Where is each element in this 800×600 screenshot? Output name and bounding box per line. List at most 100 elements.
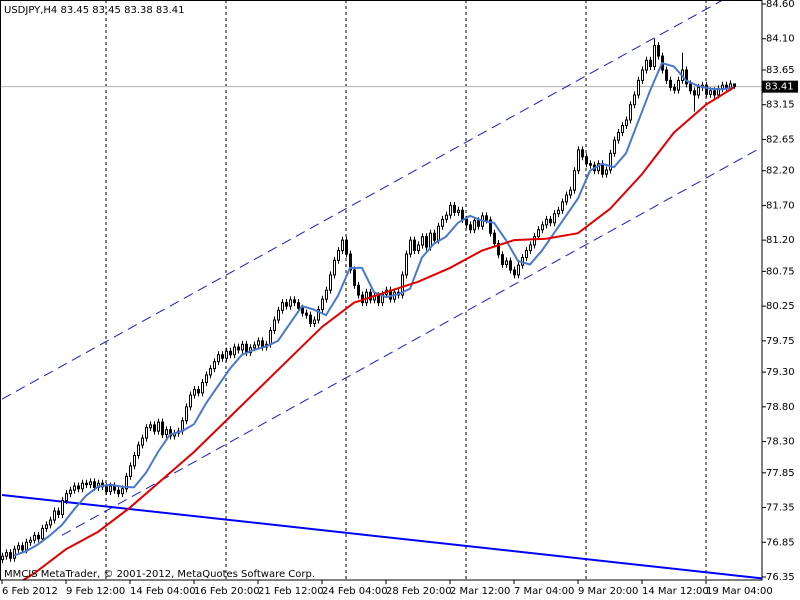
candle-body <box>261 340 264 348</box>
candle-body <box>153 424 156 432</box>
candle-body <box>217 354 220 363</box>
candle-body <box>409 239 412 255</box>
candle-body <box>613 139 616 154</box>
x-tick-label: 19 Mar 04:00 <box>706 586 773 597</box>
candle-body <box>145 427 148 439</box>
candle-body <box>725 84 728 88</box>
candle-body <box>673 86 676 91</box>
candle-body <box>213 361 216 370</box>
candle-body <box>305 312 308 316</box>
candle-body <box>641 69 644 81</box>
moving-average <box>13 61 735 557</box>
candle-body <box>285 302 288 307</box>
candle-body <box>437 225 440 241</box>
candle-body <box>533 236 536 246</box>
candle-body <box>705 84 708 95</box>
candle-body <box>85 482 88 486</box>
candle-body <box>525 250 528 259</box>
candle-body <box>485 215 488 221</box>
candle-body <box>457 209 460 213</box>
candle-body <box>325 289 328 300</box>
candle-body <box>685 69 688 85</box>
candle-body <box>629 104 632 121</box>
candle-body <box>301 307 304 314</box>
candle-body <box>25 541 28 551</box>
candle-body <box>669 79 672 88</box>
candle-body <box>545 218 548 226</box>
candle-body <box>221 354 224 359</box>
candle-body <box>161 421 164 436</box>
x-tick-label: 9 Mar 20:00 <box>578 586 638 597</box>
bid-label-box <box>762 80 798 93</box>
candle-body <box>637 79 640 96</box>
candle-body <box>477 220 480 227</box>
candle-body <box>29 539 32 543</box>
candle-body <box>245 343 248 354</box>
y-tick-label: 81.20 <box>766 235 795 246</box>
candle-body <box>133 454 136 467</box>
candle-body <box>269 329 272 345</box>
candle-body <box>317 309 320 321</box>
candle-body <box>377 295 380 304</box>
y-tick-label: 80.25 <box>766 301 795 312</box>
moving-average <box>21 86 735 580</box>
candle-body <box>297 302 300 309</box>
candle-body <box>473 220 476 231</box>
x-tick-label: 28 Feb 20:00 <box>386 586 452 597</box>
y-tick-label: 79.75 <box>766 336 795 347</box>
candle-body <box>649 59 652 68</box>
candle-body <box>573 170 576 191</box>
candle-body <box>493 232 496 245</box>
candle-body <box>105 486 108 493</box>
candle-body <box>537 229 540 238</box>
candle-body <box>413 239 416 252</box>
candle-body <box>513 269 516 276</box>
candle-body <box>77 485 80 490</box>
candle-body <box>445 214 448 220</box>
candle-body <box>529 244 532 252</box>
candle-body <box>113 485 116 491</box>
candle-body <box>577 149 580 172</box>
x-tick-label: 16 Feb 20:00 <box>194 586 260 597</box>
candle-body <box>69 489 72 495</box>
candle-body <box>693 90 696 96</box>
candle-body <box>57 510 60 515</box>
trendline <box>61 146 762 536</box>
y-tick-label: 78.80 <box>766 402 795 413</box>
candle-body <box>505 260 508 265</box>
candle-body <box>129 465 132 477</box>
plot-area <box>0 0 762 580</box>
candle-body <box>33 534 36 541</box>
candle-body <box>657 45 660 57</box>
candle-body <box>665 69 668 81</box>
candle-body <box>601 163 604 175</box>
y-tick-label: 77.85 <box>766 468 795 479</box>
candle-body <box>341 239 344 252</box>
candle-body <box>625 119 628 127</box>
candle-body <box>561 201 564 211</box>
candle-body <box>73 485 76 491</box>
candle-body <box>697 86 700 96</box>
candle-body <box>353 269 356 286</box>
candle-body <box>93 481 96 488</box>
y-tick-label: 83.15 <box>766 100 795 111</box>
candle-body <box>53 510 56 521</box>
x-tick-label: 2 Mar 12:00 <box>450 586 510 597</box>
candle-body <box>193 388 196 396</box>
candle-body <box>469 224 472 231</box>
candle-body <box>17 545 20 550</box>
candle-body <box>137 444 140 456</box>
candle-body <box>585 156 588 165</box>
candle-body <box>225 350 228 359</box>
candle-body <box>141 437 144 446</box>
candle-body <box>349 253 352 271</box>
x-tick-label: 24 Feb 04:00 <box>322 586 388 597</box>
candle-body <box>237 346 240 351</box>
candle-body <box>229 350 232 356</box>
candle-body <box>21 545 24 551</box>
candle-body <box>605 169 608 175</box>
bid-label: 83.41 <box>765 82 794 93</box>
candle-body <box>277 309 280 321</box>
candle-body <box>541 224 544 231</box>
